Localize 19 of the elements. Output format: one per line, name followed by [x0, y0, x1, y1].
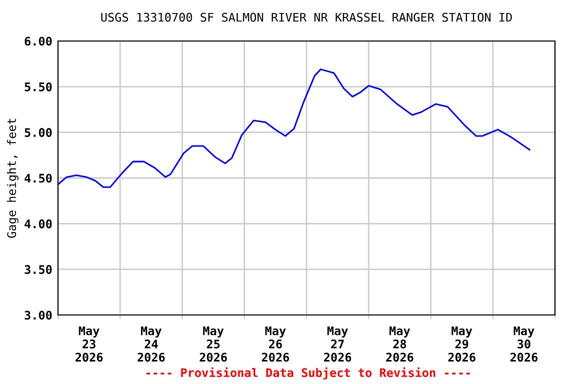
y-tick-label: 5.50	[24, 82, 52, 92]
y-tick-label: 3.50	[24, 265, 52, 274]
x-tick-label: May 27 2026	[324, 326, 352, 362]
y-tick-label: 6.00	[24, 36, 52, 46]
text: ---- Provisional Data Subject to Revision ----	[146, 367, 470, 380]
y-tick-label: 4.00	[24, 219, 52, 228]
y-tick-label: 5.00	[24, 128, 52, 137]
x-tick-label: May 24 2026	[138, 326, 165, 362]
x-tick-label: May 30 2026	[510, 326, 538, 362]
x-tick-label: May 26 2026	[262, 326, 290, 362]
y-axis-title: Gage height, feet	[6, 118, 18, 238]
y-tick-label: 4.50	[24, 174, 52, 183]
y-tick-label: 3.00	[24, 310, 52, 320]
x-tick-label: May 23 2026	[76, 326, 103, 362]
line-series	[57, 68, 530, 188]
x-tick-label: May 25 2026	[200, 326, 227, 362]
chart-title: USGS 13310700 SF SALMON RIVER NR KRASSEL RANGER STATION ID	[101, 12, 512, 22]
x-tick-label: May 29 2026	[448, 326, 476, 362]
x-tick-label: May 28 2026	[386, 326, 414, 362]
